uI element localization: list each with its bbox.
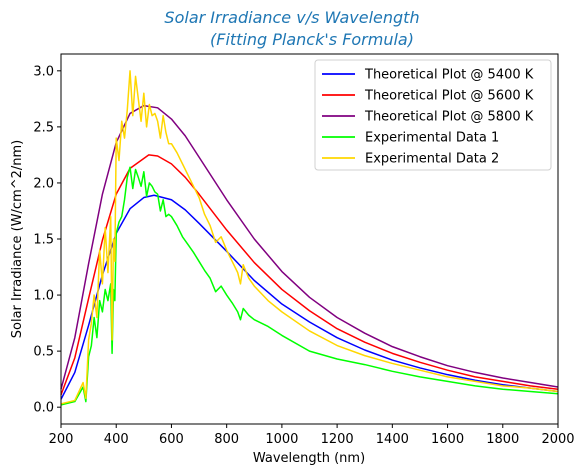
y-tick-label: 1.0 [33,289,54,304]
chart-title-line2: (Fitting Planck's Formula) [210,30,414,49]
legend-label: Theoretical Plot @ 5800 K [364,110,534,125]
x-tick-label: 1400 [376,432,409,447]
series-layer [60,70,559,406]
x-tick-label: 1000 [265,432,298,447]
y-tick-label: 2.5 [33,120,54,135]
legend-label: Experimental Data 2 [365,152,499,167]
chart-title-line1: Solar Irradiance v/s Wavelength [164,8,419,27]
y-tick-label: 2.0 [33,176,54,191]
x-tick-label: 1200 [321,432,354,447]
legend: Theoretical Plot @ 5400 K Theoretical Plo… [314,59,552,171]
y-tick-label: 0.0 [33,401,54,416]
x-tick-label: 400 [104,432,129,447]
x-tick-label: 2000 [541,432,574,447]
y-axis-ticks: 0.0 0.5 1.0 1.5 2.0 2.5 3.0 [33,64,61,416]
legend-label: Experimental Data 1 [365,131,499,146]
x-axis-ticks: 200 400 600 800 1000 1200 1400 1600 1800 2000 [49,424,575,447]
series-line-5 [60,70,559,405]
series-line-3 [60,104,559,390]
y-tick-label: 0.5 [33,345,54,360]
y-tick-label: 1.5 [33,233,54,248]
x-tick-label: 1600 [431,432,464,447]
x-axis-label: Wavelength (nm) [253,451,365,466]
legend-label: Theoretical Plot @ 5600 K [364,89,534,104]
legend-frame [314,59,552,171]
legend-label: Theoretical Plot @ 5400 K [364,68,534,83]
x-tick-label: 800 [214,432,239,447]
x-tick-label: 1800 [486,432,519,447]
series-line-2 [60,154,559,396]
series-line-4 [60,166,559,406]
x-tick-label: 200 [49,432,74,447]
x-tick-label: 600 [159,432,184,447]
y-tick-label: 3.0 [33,64,54,79]
y-axis-label: Solar Irradiance (W/cm^2/nm) [10,140,25,339]
